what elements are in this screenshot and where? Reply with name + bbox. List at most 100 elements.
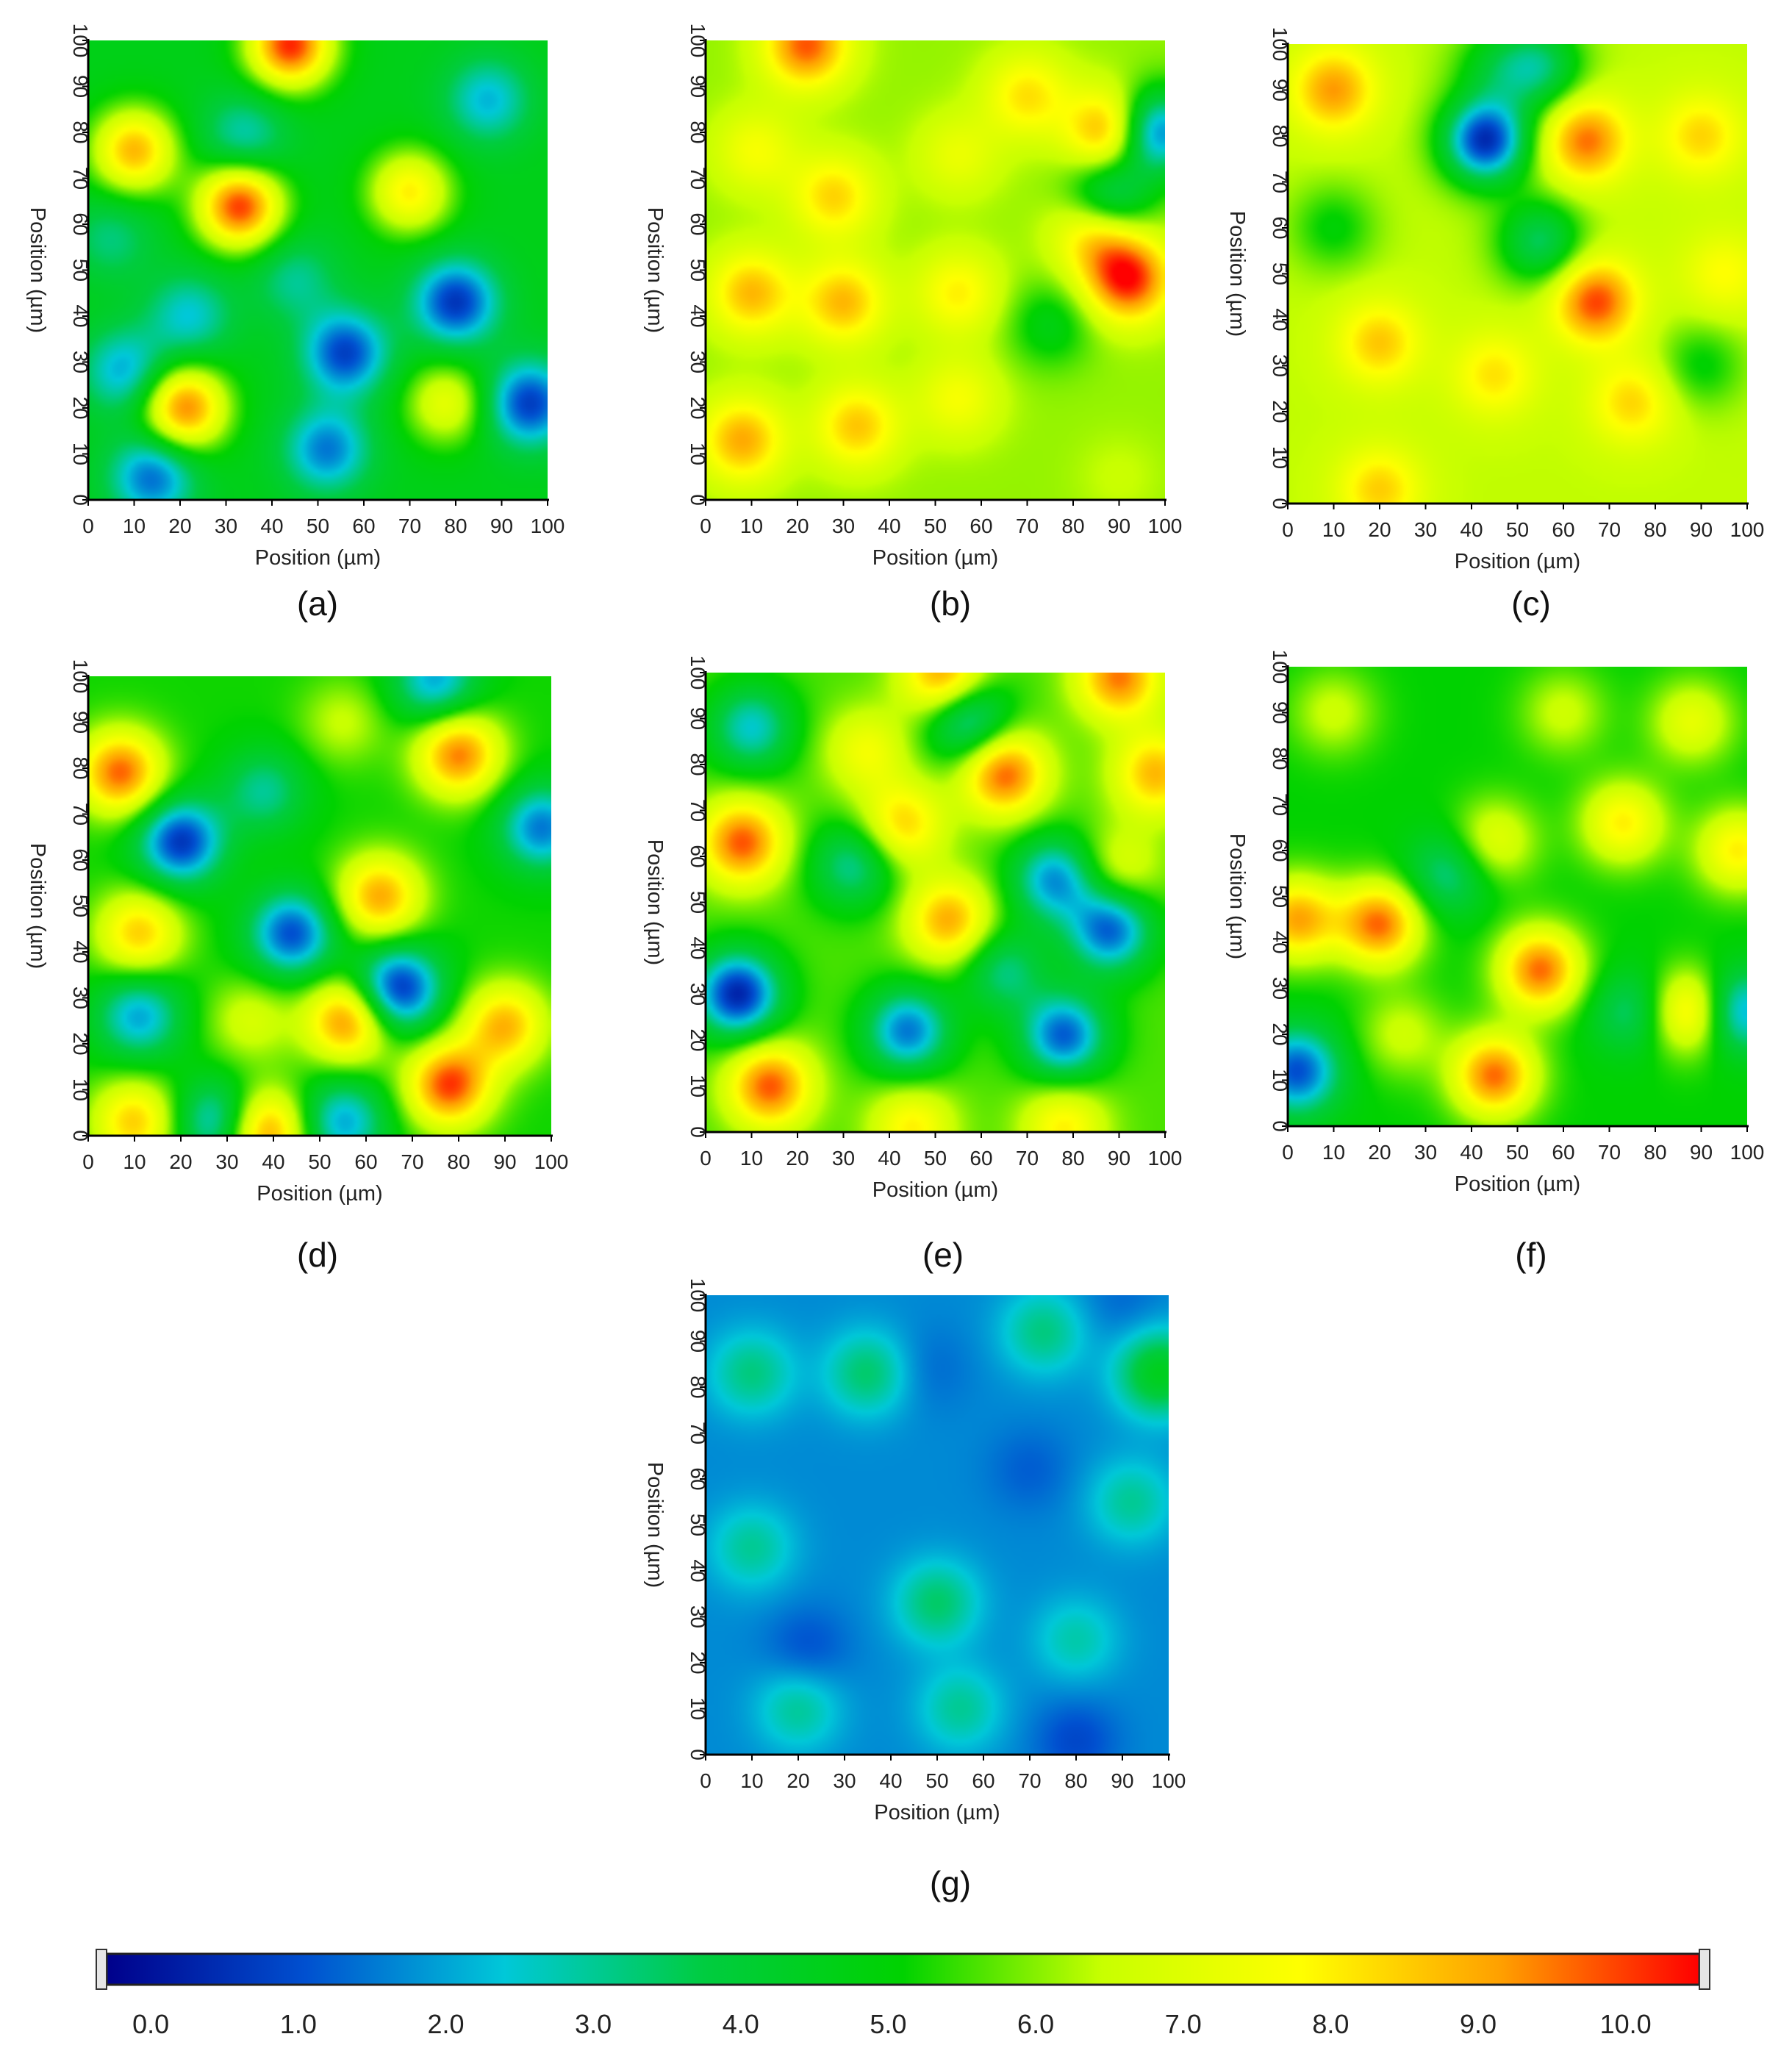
x-tick-label: 90 bbox=[1108, 1147, 1130, 1170]
x-tick-label: 60 bbox=[972, 1769, 994, 1792]
y-tick-label: 90 bbox=[687, 707, 709, 730]
panel-label-d: (d) bbox=[296, 1236, 339, 1274]
x-tick-label: 100 bbox=[531, 515, 565, 537]
heatmap-surface bbox=[1288, 667, 1747, 1126]
x-tick-label: 80 bbox=[1064, 1769, 1087, 1792]
y-tick-label: 50 bbox=[69, 259, 92, 282]
y-tick-label: 70 bbox=[687, 799, 709, 822]
x-axis-title: Position (µm) bbox=[874, 1801, 1000, 1824]
x-tick-label: 70 bbox=[398, 515, 421, 537]
heatmap-surface bbox=[88, 676, 551, 1136]
heatmap-surface bbox=[706, 673, 1165, 1132]
y-tick-label: 20 bbox=[1269, 400, 1291, 423]
x-tick-label: 40 bbox=[878, 1147, 900, 1170]
x-tick-label: 40 bbox=[262, 1150, 284, 1173]
heatmap-panel-4: 0 10 20 30 40 50 60 70 80 90 100 0 10 20 30 40 50 60 70 80 9… bbox=[643, 656, 1182, 1202]
y-tick-label: 100 bbox=[687, 1278, 709, 1313]
x-tick-label: 40 bbox=[1460, 1141, 1483, 1164]
x-tick-label: 0 bbox=[700, 515, 712, 537]
y-tick-label: 100 bbox=[687, 656, 709, 690]
heatmap-surface bbox=[706, 1295, 1169, 1755]
x-tick-label: 30 bbox=[832, 515, 855, 537]
y-tick-label: 20 bbox=[687, 396, 709, 419]
colorbar-left-handle bbox=[96, 1949, 107, 1990]
x-tick-label: 0 bbox=[1282, 518, 1294, 541]
x-tick-label: 80 bbox=[1644, 1141, 1666, 1164]
y-tick-label: 70 bbox=[69, 803, 92, 825]
x-axis-title: Position (µm) bbox=[872, 1178, 998, 1202]
y-tick-label: 60 bbox=[687, 1467, 709, 1490]
colorbar-tick-label: 0.0 bbox=[132, 2009, 169, 2039]
y-tick-label: 30 bbox=[1269, 354, 1291, 377]
y-axis-title: Position (µm) bbox=[643, 207, 667, 333]
x-tick-label: 70 bbox=[1598, 518, 1621, 541]
x-tick-label: 30 bbox=[833, 1769, 856, 1792]
x-tick-label: 30 bbox=[1414, 1141, 1437, 1164]
y-tick-label: 50 bbox=[687, 1514, 709, 1536]
y-tick-label: 0 bbox=[1269, 498, 1291, 509]
heatmap-surface bbox=[88, 40, 548, 500]
y-tick-label: 90 bbox=[687, 1330, 709, 1353]
y-tick-label: 0 bbox=[687, 494, 709, 506]
y-tick-label: 0 bbox=[69, 1130, 92, 1142]
panel-label-c: (c) bbox=[1511, 584, 1551, 623]
panel-label-g: (g) bbox=[929, 1864, 972, 1902]
colorbar-tick-label: 8.0 bbox=[1312, 2009, 1349, 2039]
x-tick-label: 50 bbox=[307, 515, 329, 537]
x-tick-label: 10 bbox=[1322, 518, 1345, 541]
x-tick-label: 60 bbox=[352, 515, 375, 537]
y-tick-label: 80 bbox=[69, 756, 92, 779]
heatmap-panel-0: 0 10 20 30 40 50 60 70 80 90 100 0 10 20 30 40 50 60 70 80 9… bbox=[26, 24, 565, 570]
y-tick-label: 30 bbox=[1269, 977, 1291, 1000]
x-tick-label: 20 bbox=[169, 1150, 192, 1173]
x-tick-label: 0 bbox=[700, 1147, 712, 1170]
y-tick-label: 0 bbox=[687, 1749, 709, 1761]
y-tick-label: 90 bbox=[69, 75, 92, 98]
y-tick-label: 80 bbox=[687, 1375, 709, 1398]
heatmap-panel-2: 0 10 20 30 40 50 60 70 80 90 100 0 10 20 30 40 50 60 70 80 9… bbox=[1225, 27, 1764, 573]
y-axis-title: Position (µm) bbox=[643, 1462, 667, 1588]
colorbar-right-handle bbox=[1699, 1949, 1710, 1990]
y-tick-label: 80 bbox=[1269, 124, 1291, 147]
y-tick-label: 70 bbox=[1269, 793, 1291, 816]
y-tick-label: 90 bbox=[1269, 701, 1291, 724]
x-axis-title: Position (µm) bbox=[872, 546, 998, 570]
colorbar-tick-label: 3.0 bbox=[575, 2009, 612, 2039]
x-tick-label: 90 bbox=[490, 515, 513, 537]
x-tick-label: 50 bbox=[1506, 518, 1529, 541]
heatmap-panel-1: 0 10 20 30 40 50 60 70 80 90 100 0 10 20 30 40 50 60 70 80 9… bbox=[643, 24, 1182, 570]
y-tick-label: 100 bbox=[1269, 650, 1291, 684]
x-tick-label: 90 bbox=[493, 1150, 516, 1173]
x-tick-label: 100 bbox=[534, 1150, 569, 1173]
y-tick-label: 20 bbox=[687, 1651, 709, 1674]
x-axis-title: Position (µm) bbox=[1455, 1172, 1580, 1196]
x-tick-label: 80 bbox=[447, 1150, 470, 1173]
x-tick-label: 100 bbox=[1730, 518, 1765, 541]
heatmap-surface bbox=[706, 40, 1165, 500]
y-tick-label: 90 bbox=[69, 711, 92, 734]
y-tick-label: 100 bbox=[69, 24, 92, 58]
colorbar-tick-label: 4.0 bbox=[723, 2009, 759, 2039]
x-tick-label: 0 bbox=[700, 1769, 712, 1792]
y-tick-label: 70 bbox=[687, 1422, 709, 1444]
colorbar-tick-label: 10.0 bbox=[1600, 2009, 1652, 2039]
y-tick-label: 50 bbox=[687, 259, 709, 282]
x-axis-title: Position (µm) bbox=[1455, 550, 1580, 573]
y-tick-label: 100 bbox=[687, 24, 709, 58]
x-tick-label: 0 bbox=[1282, 1141, 1294, 1164]
y-tick-label: 50 bbox=[687, 891, 709, 914]
colorbar-gradient bbox=[105, 1952, 1701, 1986]
x-tick-label: 50 bbox=[308, 1150, 331, 1173]
y-tick-label: 50 bbox=[1269, 885, 1291, 908]
x-tick-label: 10 bbox=[123, 1150, 146, 1173]
x-tick-label: 50 bbox=[925, 1769, 948, 1792]
y-tick-label: 60 bbox=[687, 212, 709, 235]
y-tick-label: 80 bbox=[687, 753, 709, 776]
x-tick-label: 0 bbox=[82, 515, 94, 537]
y-tick-label: 80 bbox=[1269, 747, 1291, 770]
heatmap-surface bbox=[1288, 44, 1747, 504]
x-tick-label: 30 bbox=[215, 1150, 238, 1173]
x-tick-label: 70 bbox=[1018, 1769, 1041, 1792]
x-tick-label: 60 bbox=[1552, 518, 1574, 541]
